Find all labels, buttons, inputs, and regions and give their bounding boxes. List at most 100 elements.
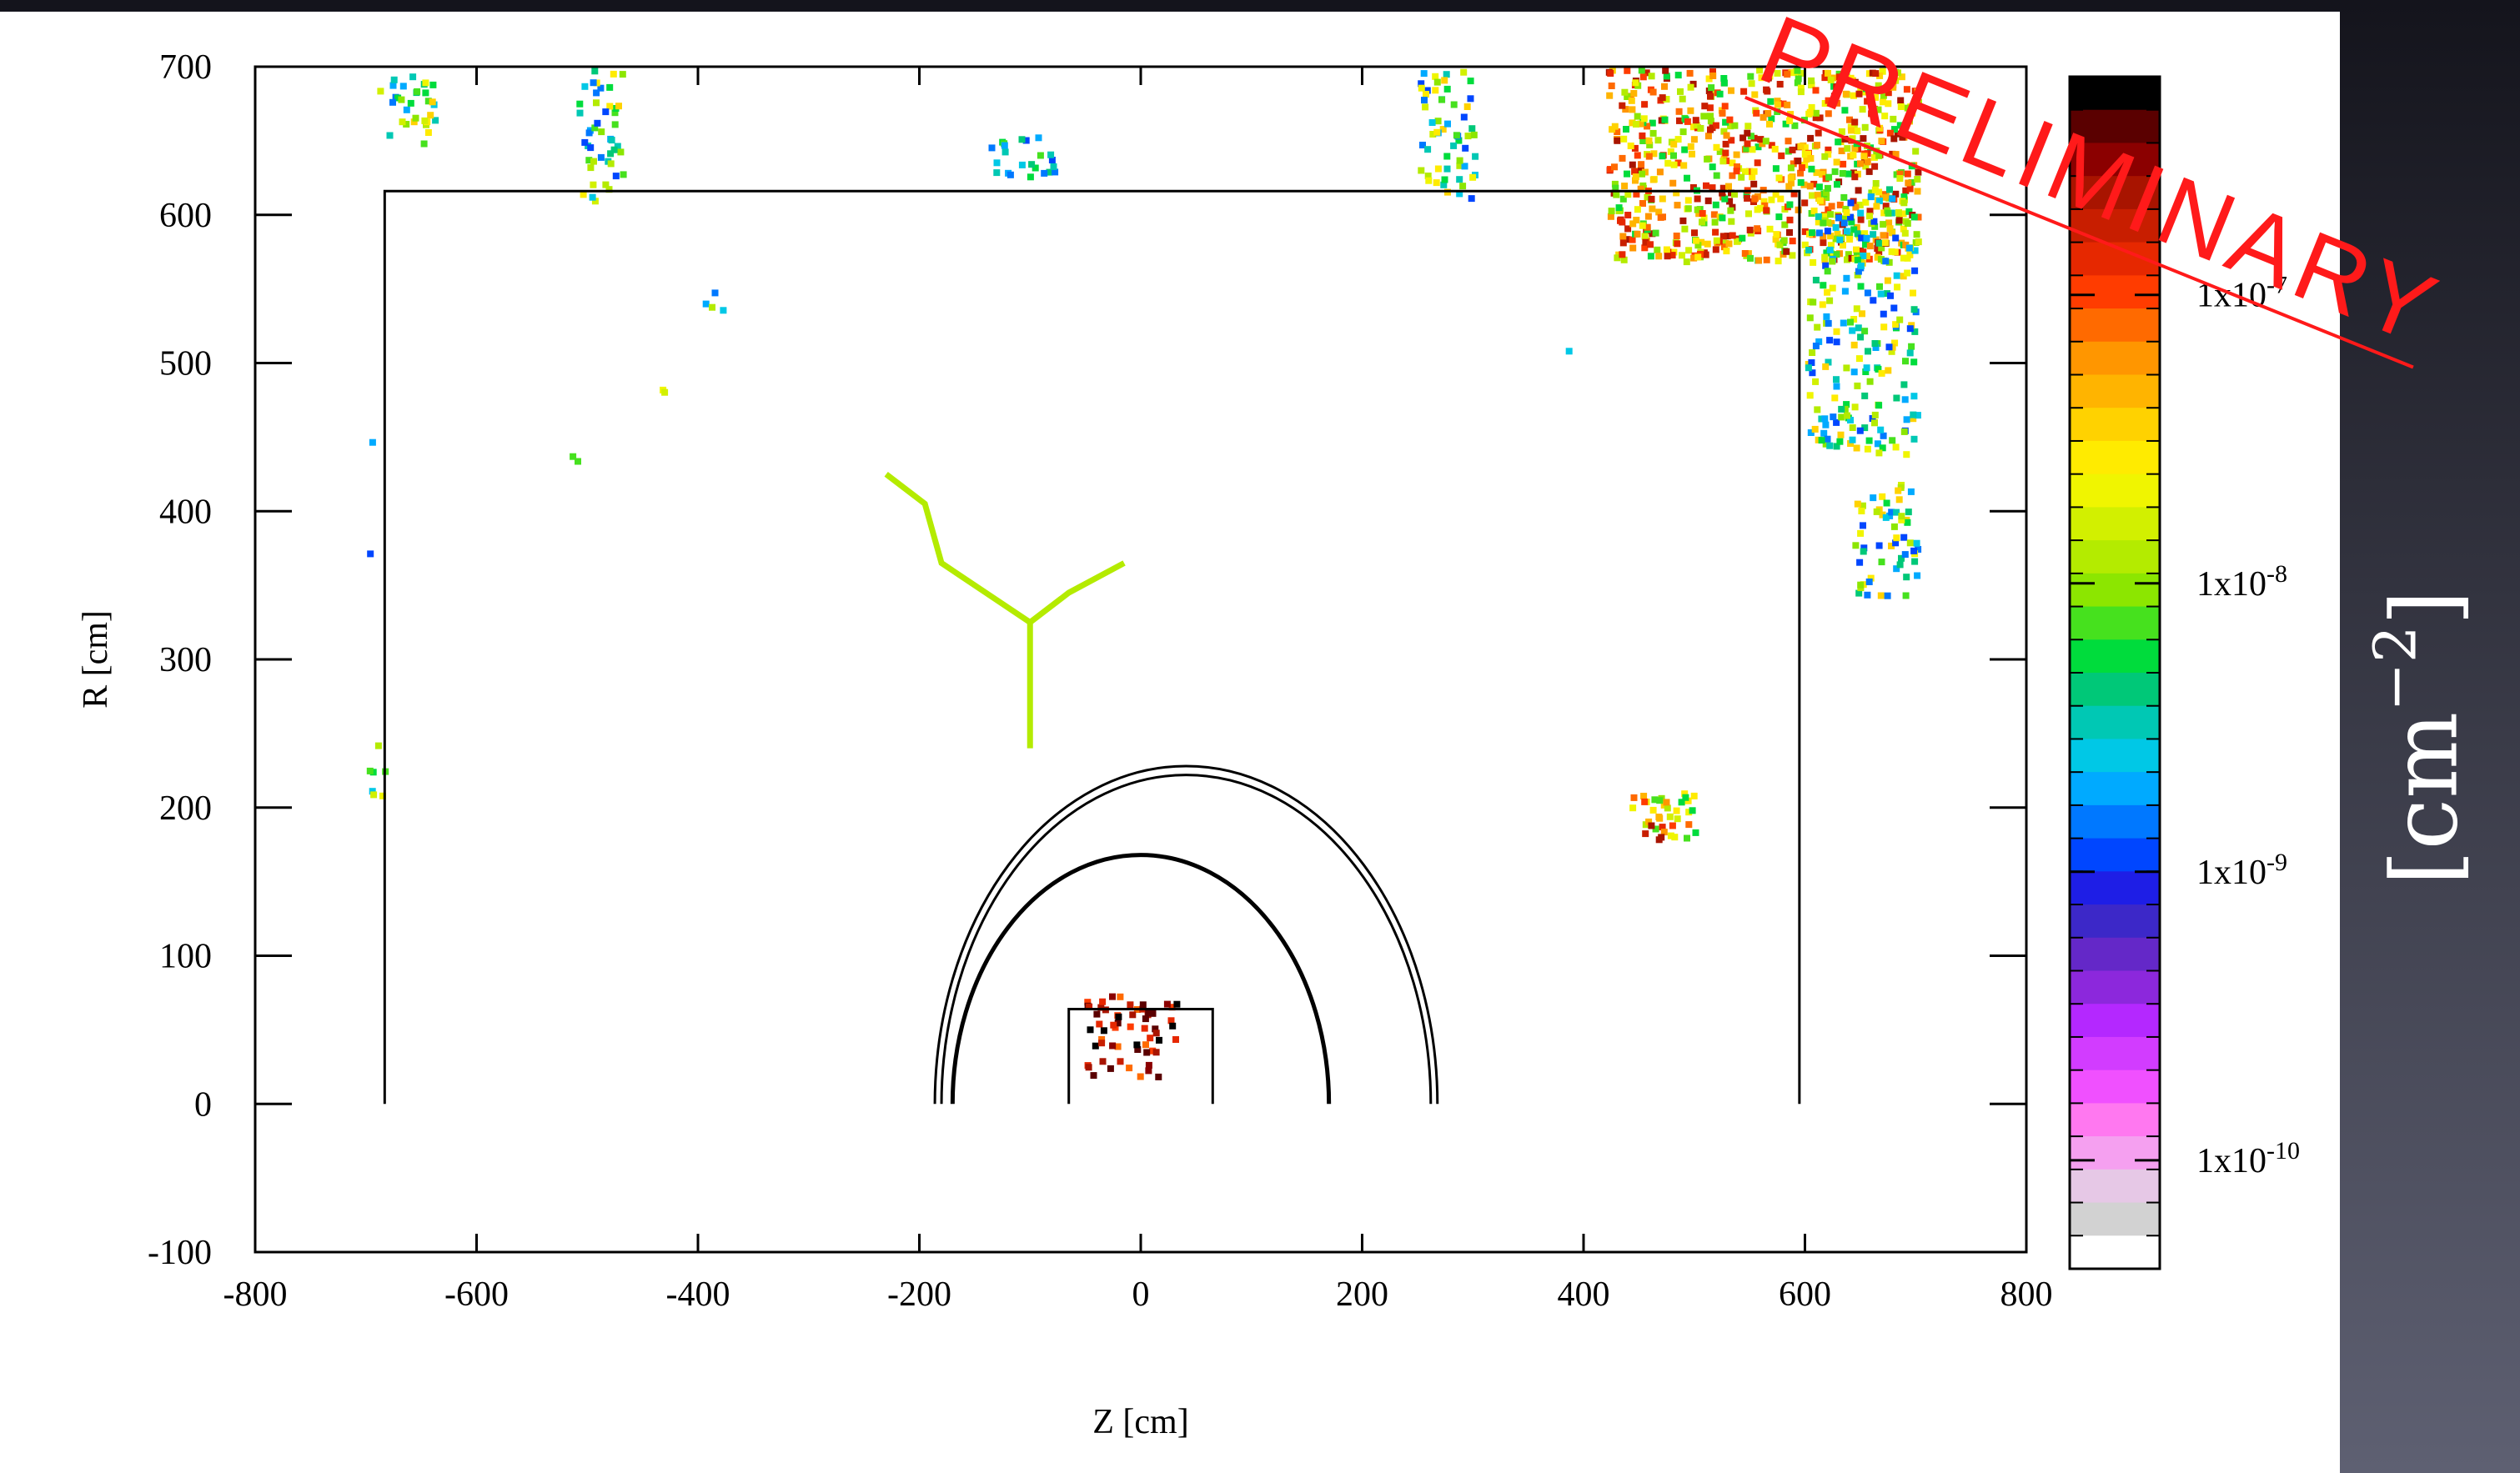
hit-pixel	[1669, 252, 1676, 259]
hit-pixel	[1774, 98, 1781, 105]
hit-pixel	[1884, 592, 1891, 599]
hit-pixel	[1757, 136, 1765, 143]
hit-pixel	[1687, 143, 1694, 150]
hit-pixel	[612, 173, 620, 180]
hit-pixel	[1860, 522, 1866, 529]
hit-pixel	[1854, 500, 1861, 508]
hit-pixel	[1910, 393, 1918, 400]
hit-pixel	[1862, 198, 1870, 206]
hit-pixel	[1864, 158, 1871, 166]
hit-pixel	[1713, 237, 1720, 244]
colorbar-swatch	[2070, 440, 2160, 475]
hit-pixel	[1619, 218, 1626, 226]
hit-pixel	[1684, 197, 1692, 204]
hit-pixel	[1915, 238, 1922, 246]
hit-pixel	[1889, 437, 1896, 444]
hit-pixel	[610, 70, 617, 78]
hit-pixel	[1670, 152, 1677, 159]
hit-pixel	[1755, 257, 1762, 264]
hit-pixel	[374, 742, 382, 749]
hit-pixel	[1807, 429, 1815, 436]
hit-pixel	[1662, 67, 1669, 74]
colorbar-swatch	[2070, 639, 2160, 674]
x-ticks: -800 -600 -400 -200 0 200 400 600 800	[223, 67, 2053, 1314]
colorbar-swatch	[2070, 573, 2160, 608]
hit-pixel	[1909, 109, 1916, 117]
colorbar-tick-label: 1x10-8	[2196, 560, 2287, 604]
hit-pixel	[1767, 98, 1775, 105]
hit-pixel	[1870, 231, 1877, 238]
hit-pixel	[1765, 110, 1772, 117]
hit-pixel	[1018, 161, 1026, 168]
hit-pixel	[1848, 218, 1855, 226]
hit-pixel	[1624, 236, 1631, 243]
hit-pixel	[421, 117, 429, 124]
hit-pixel	[1110, 1021, 1117, 1029]
hit-pixel	[1847, 440, 1855, 447]
hit-pixel	[1687, 107, 1694, 114]
colorbar-swatch	[2070, 871, 2160, 905]
hit-pixel	[1871, 163, 1879, 170]
hit-pixel	[1878, 138, 1885, 145]
hit-pixel	[1644, 223, 1651, 231]
hit-pixel	[709, 303, 715, 311]
hit-pixel	[1831, 394, 1839, 402]
hit-pixel	[1896, 316, 1904, 323]
hit-pixel	[1893, 565, 1900, 573]
hit-pixel	[1710, 211, 1718, 218]
hit-pixel	[1129, 1011, 1137, 1019]
hit-pixel	[1656, 168, 1664, 176]
hit-pixel	[1719, 233, 1727, 240]
hit-pixel	[1751, 195, 1759, 203]
hit-pixel	[1902, 592, 1910, 599]
hit-pixel	[1725, 183, 1732, 190]
hit-pixel	[1880, 92, 1887, 99]
hit-pixel	[390, 76, 398, 83]
hit-pixel	[1828, 203, 1835, 210]
hit-pixel	[1152, 1049, 1160, 1056]
hit-pixel	[1820, 282, 1827, 289]
hit-pixel	[1874, 440, 1881, 448]
hit-pixel	[1664, 804, 1671, 812]
hit-pixel	[1908, 343, 1915, 350]
hit-pixel	[1027, 173, 1034, 181]
hit-pixel	[1914, 176, 1921, 183]
hit-pixel	[1854, 382, 1861, 389]
hit-pixel	[1810, 298, 1817, 306]
hit-pixel	[389, 82, 397, 89]
hit-pixel	[617, 148, 625, 156]
hit-pixel	[1750, 180, 1758, 188]
hit-pixel	[1047, 151, 1055, 158]
hit-pixel	[1763, 207, 1770, 214]
colorbar-swatch	[2070, 838, 2160, 872]
hit-pixel	[1712, 246, 1719, 253]
hit-pixel	[1695, 210, 1703, 218]
hit-pixel	[1805, 247, 1813, 254]
hit-pixel	[1862, 241, 1869, 248]
hit-pixel	[1711, 218, 1719, 226]
hit-pixel	[1794, 67, 1801, 74]
hit-pixel	[1888, 509, 1895, 516]
hit-pixel	[1721, 195, 1729, 203]
hit-pixel	[1712, 122, 1719, 129]
hit-pixel	[1145, 1010, 1152, 1017]
hit-pixel	[1642, 830, 1649, 838]
hit-pixel	[589, 193, 596, 201]
hit-pixel	[1652, 825, 1659, 833]
hit-pixel	[1822, 440, 1830, 448]
hit-pixel	[1649, 88, 1657, 96]
hit-pixel	[1608, 83, 1615, 89]
hit-pixel	[1809, 369, 1816, 377]
hit-pixel	[369, 438, 376, 446]
hit-pixel	[1756, 67, 1764, 74]
hit-pixel	[1685, 821, 1693, 829]
hit-pixel	[580, 191, 587, 198]
hit-pixel	[1872, 93, 1879, 101]
hit-pixel	[1892, 321, 1900, 328]
hit-pixel	[1901, 396, 1909, 403]
hit-pixel	[1677, 88, 1684, 95]
hit-pixel	[1664, 159, 1672, 167]
hit-pixel	[1141, 1025, 1148, 1032]
hit-pixel	[607, 160, 615, 168]
hit-pixel	[1866, 208, 1874, 215]
